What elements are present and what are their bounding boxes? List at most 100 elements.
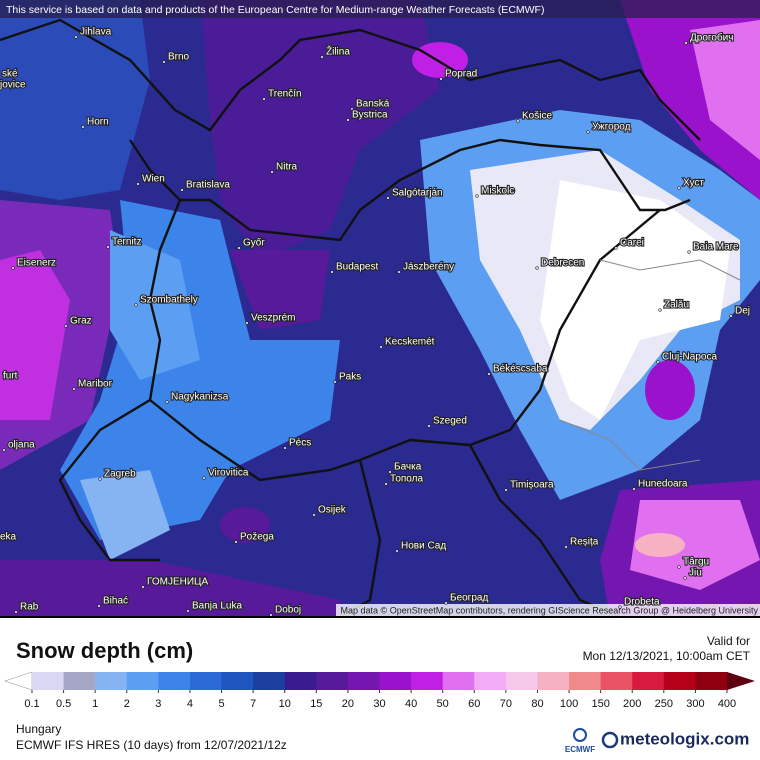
purple-area bbox=[200, 0, 440, 260]
city-dot bbox=[98, 477, 102, 481]
white-area bbox=[540, 180, 730, 420]
city-dot bbox=[2, 448, 6, 452]
city-label: Hunedoara bbox=[638, 479, 688, 490]
admin-borders bbox=[559, 259, 741, 471]
colorbar-under bbox=[4, 671, 33, 691]
light-blue-area bbox=[110, 230, 200, 380]
colorbar-swatch bbox=[316, 672, 349, 690]
city-label: Cluj-Napoca bbox=[662, 352, 717, 363]
city-dot bbox=[237, 246, 241, 250]
city-dot bbox=[136, 182, 140, 186]
city-dot bbox=[384, 482, 388, 486]
city-label: Jihlava bbox=[80, 27, 112, 38]
colorbar-label: 400 bbox=[718, 698, 736, 710]
colorbar-swatch bbox=[32, 672, 65, 690]
colorbar-swatch bbox=[189, 672, 223, 690]
notice-bar bbox=[0, 0, 760, 18]
colorbar-label: 70 bbox=[500, 698, 512, 710]
city-label: Ternitz bbox=[112, 237, 141, 248]
colorbar-label: 200 bbox=[623, 698, 641, 710]
colorbar-label: 2 bbox=[124, 698, 130, 710]
city-dot bbox=[333, 380, 337, 384]
colorbar-label: 50 bbox=[437, 698, 449, 710]
city-dot bbox=[106, 245, 110, 249]
city-dot bbox=[444, 601, 448, 605]
colorbar-label: 15 bbox=[310, 698, 322, 710]
notice: This service is based on data and produc… bbox=[6, 4, 544, 16]
colorbar-swatch bbox=[505, 672, 538, 690]
brand: meteologix.com bbox=[620, 729, 749, 748]
city-label: Győr bbox=[243, 238, 265, 249]
admin-border bbox=[559, 419, 701, 471]
city-label: Jászberény bbox=[403, 262, 454, 273]
city-label: Бачка bbox=[394, 462, 422, 473]
city-dot bbox=[729, 314, 733, 318]
city-label: Carei bbox=[620, 238, 644, 249]
city-dot bbox=[330, 270, 334, 274]
city-label: Nitra bbox=[276, 162, 298, 173]
city-label: Debrecen bbox=[541, 258, 584, 269]
purple-area bbox=[230, 250, 330, 330]
ecmwf-logo-text: ECMWF bbox=[565, 745, 595, 754]
border bbox=[0, 18, 701, 141]
colorbar-swatch bbox=[95, 672, 128, 690]
attribution: Map data © OpenStreetMap contributors, r… bbox=[341, 605, 759, 615]
colorbar-swatch bbox=[695, 672, 728, 690]
city-dot bbox=[97, 604, 101, 608]
border bbox=[149, 209, 661, 482]
city-label: Dej bbox=[735, 306, 750, 317]
city-label: Miskolc bbox=[481, 186, 514, 197]
city-label: Eisenerz bbox=[17, 258, 56, 269]
city-label: Нови Сад bbox=[401, 541, 446, 552]
brand-logo bbox=[601, 731, 619, 749]
magenta-area bbox=[0, 250, 70, 420]
valid-time: Mon 12/13/2021, 10:00am CET bbox=[583, 649, 751, 663]
city-label: Zagreb bbox=[104, 469, 136, 480]
city-label: Paks bbox=[339, 372, 361, 383]
colorbar-label: 10 bbox=[279, 698, 291, 710]
city-label: Топола bbox=[390, 474, 423, 485]
city-label: furt bbox=[3, 371, 18, 382]
city-label: Virovitica bbox=[208, 468, 249, 479]
colorbar-label: 60 bbox=[468, 698, 480, 710]
city-label: Požega bbox=[240, 532, 274, 543]
city-dot bbox=[72, 387, 76, 391]
light-blue-area bbox=[80, 470, 170, 560]
city-dot bbox=[14, 610, 18, 614]
city-dot bbox=[564, 545, 568, 549]
colorbar-swatch bbox=[474, 672, 507, 690]
colorbar-label: 80 bbox=[531, 698, 543, 710]
colorbar-swatch bbox=[284, 672, 317, 690]
magenta-area bbox=[412, 42, 468, 78]
city-label: Bratislava bbox=[186, 180, 230, 191]
city-dot bbox=[504, 488, 508, 492]
city-label: Szombathely bbox=[140, 295, 198, 306]
colorbar-label: 3 bbox=[155, 698, 161, 710]
city-dot bbox=[677, 565, 681, 569]
colorbar-swatch bbox=[663, 672, 696, 690]
city-dot bbox=[81, 125, 85, 129]
city-dot bbox=[165, 400, 169, 404]
city-dot bbox=[134, 303, 138, 307]
purple-area bbox=[0, 560, 340, 617]
colorbar-label: 1 bbox=[92, 698, 98, 710]
city-label: Poprad bbox=[445, 69, 477, 80]
city-label: Salgótarján bbox=[392, 188, 443, 199]
city-label: Zalău bbox=[664, 300, 689, 311]
colorbar-label: 150 bbox=[591, 698, 609, 710]
city-dot bbox=[487, 372, 491, 376]
city-label: Wien bbox=[142, 174, 165, 185]
city-label: Pécs bbox=[289, 438, 311, 449]
city-dot bbox=[475, 194, 479, 198]
city-label: Ужгород bbox=[592, 122, 631, 133]
admin-border bbox=[599, 259, 741, 281]
city-dot bbox=[11, 266, 15, 270]
city-dot bbox=[262, 97, 266, 101]
city-dot bbox=[439, 77, 443, 81]
borders bbox=[0, 18, 701, 619]
city-dot bbox=[535, 266, 539, 270]
city-label: ГОМЈЕНИЦА bbox=[147, 577, 208, 588]
city-dot bbox=[320, 55, 324, 59]
